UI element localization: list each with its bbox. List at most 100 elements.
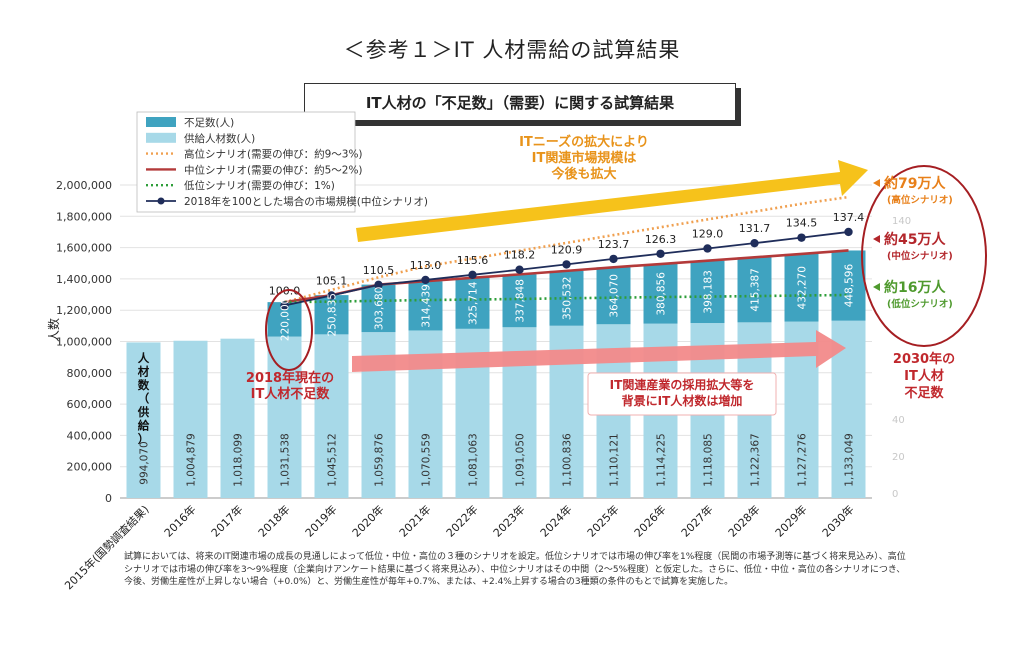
supply-caption-char: 数 (138, 378, 150, 392)
scenario-lines (280, 195, 853, 310)
supply-data-label: 1,081,063 (468, 433, 480, 486)
right-axis-tick: 40 (892, 415, 905, 426)
x-tick-label: 2022年 (443, 502, 480, 539)
shortage-data-label: 398,183 (703, 270, 715, 313)
it-needs-annotation: IT関連市場規模は (532, 150, 637, 166)
legend-label: 2018年を100とした場合の市場規模(中位シナリオ) (184, 195, 428, 208)
x-tick-label: 2023年 (490, 502, 527, 539)
market-index-label: 118.2 (504, 249, 536, 262)
legend-swatch (146, 117, 176, 127)
it-needs-annotation: 今後も拡大 (550, 166, 616, 182)
supply-data-label: 1,114,225 (656, 433, 668, 486)
x-tick-label: 2028年 (725, 502, 762, 539)
scenario-pointer (873, 235, 880, 243)
shortage-data-label: 314,439 (421, 284, 433, 327)
scenario-result-name: (高位シナリオ) (887, 194, 953, 206)
supply-caption-char: 供 (137, 405, 150, 419)
market-index-label: 120.9 (551, 243, 583, 256)
shortage-data-label: 250,835 (327, 293, 339, 336)
legend: 不足数(人) 供給人材数(人) 高位シナリオ(需要の伸び：約9～3%) 中位シナリオ(… (136, 111, 428, 213)
market-index-label: 115.6 (457, 254, 489, 267)
adoption-annotation: IT関連産業の採用拡大等を (610, 377, 755, 392)
page-title: ＜参考１＞IT 人材需給の試算結果 (343, 38, 681, 62)
current-shortage-annotation: IT人材不足数 (251, 386, 331, 402)
y-tick-label: 1,600,000 (56, 242, 112, 255)
y-tick-label: 1,400,000 (56, 273, 112, 286)
bar-shortage (408, 281, 443, 331)
market-index-point (844, 227, 853, 237)
market-index-point (468, 270, 477, 280)
x-tick-label: 2029年 (772, 502, 809, 539)
market-index-label: 110.5 (363, 264, 395, 277)
bar-shortage (596, 267, 631, 325)
legend-label: 中位シナリオ(需要の伸び：約5～2%) (184, 163, 363, 176)
market-index-point (374, 280, 383, 290)
market-index-point (703, 244, 712, 253)
right-axis-tick: 140 (892, 216, 911, 227)
labels: 994,070 1,004,879 1,018,099 220,000 1,031,53… (137, 211, 865, 487)
supply-data-label: 1,045,512 (327, 433, 339, 486)
bar-shortage (361, 284, 396, 333)
market-index-label: 134.5 (786, 217, 818, 230)
adoption-annotation: 背景にIT人材数は増加 (622, 393, 743, 408)
bar-supply (126, 342, 161, 498)
market-index-label: 113.0 (410, 259, 442, 272)
market-index-point (421, 275, 430, 285)
market-index-point (327, 291, 336, 300)
scenario-result-name: (中位シナリオ) (887, 250, 953, 262)
adoption-box (587, 372, 777, 416)
low-scenario-line (284, 293, 849, 304)
footnote: 試算においては、将来のIT関連市場の成長の見通しによって低位・中位・高位の３種の… (124, 552, 906, 587)
shortage-2030-annotation: 2030年の (893, 351, 955, 367)
highlight-2030 (861, 165, 987, 347)
x-tick-label: 2030年 (819, 502, 856, 539)
y-tick-label: 200,000 (67, 461, 113, 474)
market-index-point (656, 249, 665, 258)
x-tick-label: 2020年 (349, 502, 386, 539)
scenario-result-value: 約45万人 (884, 231, 946, 248)
x-tick-label: 2019年 (302, 502, 339, 539)
supply-caption-char: 給 (138, 419, 150, 433)
chart-title: IT人材の「不足数」（需要）に関する試算結果 (304, 83, 736, 121)
shortage-2030-annotation: IT人材 (904, 368, 944, 384)
bar-supply (173, 340, 208, 498)
shortage-2030-annotation: 不足数 (904, 385, 944, 401)
y-tick-label: 1,200,000 (56, 304, 112, 317)
shortage-data-label: 303,680 (374, 287, 386, 330)
supply-data-label: 1,127,276 (797, 433, 809, 487)
supply-data-label: 994,070 (139, 441, 151, 484)
bar-shortage (784, 253, 819, 322)
supply-data-label: 1,100,836 (562, 433, 574, 487)
highlight-2018 (265, 289, 313, 371)
bar-shortage (690, 260, 725, 324)
market-index-point (280, 301, 289, 310)
shortage-data-label: 350,532 (562, 277, 574, 320)
y-tick-label: 0 (105, 492, 112, 505)
shortage-data-label: 432,270 (797, 266, 809, 309)
market-index-label: 131.7 (739, 222, 771, 235)
legend-label: 低位シナリオ(需要の伸び：1%) (184, 179, 335, 192)
bar-shortage (831, 250, 866, 321)
legend-label: 不足数(人) (184, 116, 234, 129)
x-tick-label: 2026年 (631, 502, 668, 539)
x-tick-label: 2021年 (396, 502, 433, 539)
supply-data-label: 1,031,538 (280, 433, 292, 486)
bar-shortage (643, 264, 678, 324)
scenario-pointer (873, 283, 880, 291)
supply-data-label: 1,091,050 (515, 433, 527, 486)
y-tick-label: 600,000 (67, 398, 113, 411)
shortage-data-label: 380,856 (656, 272, 668, 316)
shortage-data-label: 220,000 (280, 298, 292, 341)
supply-caption-char: 材 (138, 365, 150, 379)
market-index-label: 105.1 (316, 274, 348, 287)
supply-data-label: 1,133,049 (844, 433, 856, 486)
bar-supply (220, 338, 255, 498)
supply-caption-char: 人 (138, 351, 150, 365)
x-tick-label: 2025年 (584, 502, 621, 539)
scenario-result-value: 約79万人 (884, 175, 946, 192)
y-tick-label: 2,000,000 (56, 179, 112, 192)
market-index-label: 123.7 (598, 238, 630, 251)
supply-caption-char: （ (138, 392, 150, 406)
shortage-data-label: 364,070 (609, 274, 621, 317)
